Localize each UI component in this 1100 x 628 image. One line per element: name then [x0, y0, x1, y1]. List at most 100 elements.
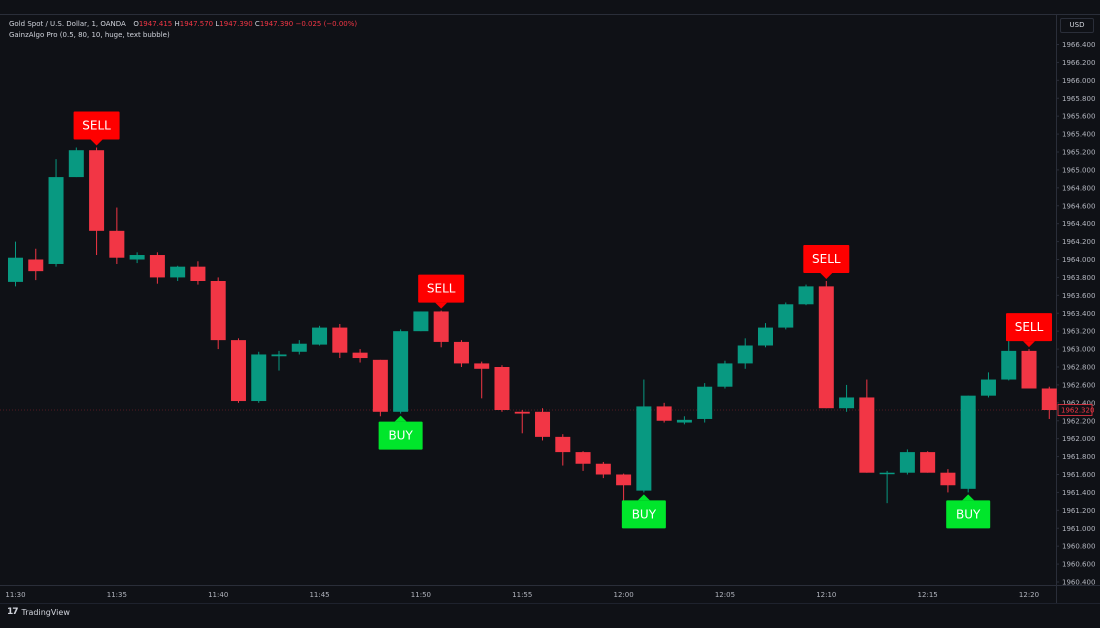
buy-signal-pointer — [962, 494, 975, 501]
candle-up — [697, 386, 713, 419]
candle-down — [1021, 350, 1037, 389]
candle-down — [575, 452, 591, 464]
y-tick-label: 1961.800 — [1062, 453, 1095, 461]
candle-up — [737, 345, 753, 364]
sell-signal-label: SELL — [812, 252, 841, 266]
candle-down — [230, 340, 246, 402]
buy-signal-pointer — [394, 415, 407, 422]
candle-up — [839, 397, 855, 409]
candle-down — [352, 352, 368, 359]
candle-down — [514, 411, 530, 414]
sell-signal-pointer — [820, 273, 833, 279]
candle-down — [109, 230, 125, 258]
y-tick-label: 1965.000 — [1062, 166, 1095, 174]
candle-up — [170, 266, 186, 278]
candle-up — [312, 327, 328, 345]
candle-up — [636, 406, 652, 491]
candle-down — [149, 255, 165, 278]
y-tick-label: 1964.800 — [1062, 184, 1095, 192]
x-tick-label: 12:10 — [816, 591, 836, 599]
candle-up — [676, 419, 692, 423]
y-tick-label: 1963.200 — [1062, 328, 1095, 336]
indicator-line[interactable]: GainzAlgo Pro (0.5, 80, 10, huge, text b… — [9, 31, 170, 39]
sell-signal-bubble — [1006, 313, 1052, 342]
candle-up — [393, 331, 409, 412]
candle-down — [372, 359, 388, 412]
candle-up — [291, 343, 307, 352]
buy-signal-pointer — [637, 494, 650, 501]
ohlc-close: C1947.390 — [254, 20, 294, 28]
y-tick-label: 1963.800 — [1062, 274, 1095, 282]
candle-up — [251, 354, 267, 402]
currency-button[interactable]: USD — [1060, 18, 1094, 33]
x-tick-label: 11:50 — [411, 591, 431, 599]
last-price-badge — [1057, 404, 1093, 416]
price-change: −0.025 (−0.00%) — [295, 20, 358, 28]
sell-signal-bubble — [803, 245, 850, 273]
buy-signal-bubble — [378, 421, 423, 450]
candle-up — [271, 354, 287, 357]
buy-signal-bubble — [621, 500, 666, 529]
candle-down — [920, 452, 936, 473]
y-tick-label: 1964.000 — [1062, 256, 1095, 264]
candle-down — [940, 472, 956, 486]
sell-signal-pointer — [90, 139, 103, 146]
sell-signal-bubble — [73, 111, 120, 140]
last-price-label: 1962.320 — [1061, 407, 1094, 415]
candle-up — [899, 452, 915, 473]
candle-up — [980, 379, 996, 396]
symbol-title: Gold Spot / U.S. Dollar, 1, OANDA — [9, 20, 126, 28]
y-tick-label: 1960.400 — [1062, 579, 1095, 587]
candle-down — [28, 259, 44, 272]
buy-signal-bubble — [946, 500, 991, 529]
y-tick-label: 1961.000 — [1062, 525, 1095, 533]
y-tick-label: 1965.800 — [1062, 95, 1095, 103]
candle-up — [68, 150, 84, 178]
tradingview-logo[interactable]: 17 TradingView — [7, 607, 70, 617]
y-tick-label: 1964.600 — [1062, 202, 1095, 210]
y-tick-label: 1965.600 — [1062, 113, 1095, 121]
y-tick-label: 1962.400 — [1062, 399, 1095, 407]
symbol-line: Gold Spot / U.S. Dollar, 1, OANDA O1947.… — [9, 19, 357, 30]
candle-up — [798, 286, 814, 305]
y-tick-label: 1962.600 — [1062, 381, 1095, 389]
candle-down — [859, 397, 875, 473]
candle-down — [474, 363, 490, 369]
candle-down — [595, 463, 611, 475]
y-tick-label: 1966.400 — [1062, 41, 1095, 49]
y-tick-label: 1962.800 — [1062, 364, 1095, 372]
y-tick-label: 1965.200 — [1062, 149, 1095, 157]
tradingview-mark-icon: 17 — [7, 607, 18, 617]
candle-up — [1001, 350, 1017, 380]
sell-signal-label: SELL — [82, 119, 111, 133]
y-tick-label: 1964.200 — [1062, 238, 1095, 246]
y-tick-label: 1966.000 — [1062, 77, 1095, 85]
sell-signal-pointer — [1023, 341, 1035, 348]
y-tick-label: 1961.400 — [1062, 489, 1095, 497]
x-tick-label: 11:45 — [309, 591, 329, 599]
x-tick-label: 12:00 — [614, 591, 634, 599]
y-tick-label: 1964.400 — [1062, 220, 1095, 228]
y-tick-label: 1960.800 — [1062, 543, 1095, 551]
candle-up — [757, 327, 773, 346]
sell-signal-bubble — [418, 274, 465, 303]
footer-bar — [0, 603, 1100, 624]
sell-signal-label: SELL — [1015, 320, 1044, 334]
y-tick-label: 1963.400 — [1062, 310, 1095, 318]
candle-down — [433, 311, 449, 342]
y-tick-label: 1963.000 — [1062, 346, 1095, 354]
x-tick-label: 12:20 — [1019, 591, 1039, 599]
candle-down — [332, 327, 348, 353]
sell-signal-pointer — [435, 302, 448, 309]
ohlc-open: O1947.415 — [133, 20, 173, 28]
y-tick-label: 1961.600 — [1062, 471, 1095, 479]
buy-signal-label: BUY — [388, 429, 413, 443]
candle-down — [494, 367, 510, 410]
candle-up — [413, 311, 429, 332]
x-tick-label: 12:15 — [918, 591, 938, 599]
y-tick-label: 1962.000 — [1062, 435, 1095, 443]
y-tick-label: 1965.400 — [1062, 131, 1095, 139]
